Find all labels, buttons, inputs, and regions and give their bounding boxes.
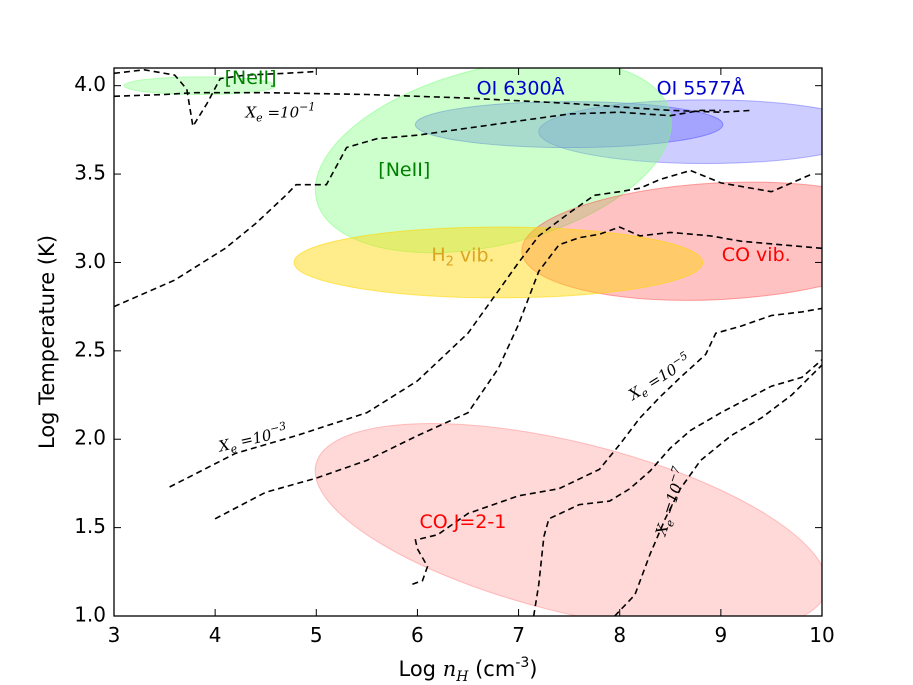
region-label-neii: [NeII]	[225, 67, 277, 89]
ticks-layer: 3 4 5 6 7 8 9 10 1.0 1.5 2.0 2.5 3.0 3.5 4.0	[74, 68, 835, 647]
x-tick-label: 6	[411, 623, 424, 647]
region-label-h2-vib: H2 vib.	[431, 244, 494, 269]
x-tick-label: 4	[209, 623, 222, 647]
contour-middle-contour	[214, 226, 822, 520]
y-tick-label: 2.0	[74, 426, 106, 450]
contour-xe-10-1	[114, 91, 752, 114]
region-label-co-vib: CO vib.	[722, 244, 791, 266]
x-axis-title: Log nH (cm-3)	[399, 655, 538, 685]
contour-ionization-front	[114, 109, 721, 308]
region-oi-6300	[414, 101, 724, 149]
region-label-co-j-2-1: CO J=2-1	[420, 511, 507, 533]
y-tick-label: 3.0	[74, 249, 106, 273]
y-axis-title: Log Temperature (K)	[35, 235, 59, 449]
x-tick-label: 9	[714, 623, 727, 647]
contour-xe-10-1-upper	[114, 68, 317, 129]
region-label-oi-5577: OI 5577Å	[657, 77, 745, 100]
region-co-j-2-1	[314, 423, 822, 616]
x-tick-label: 7	[512, 623, 525, 647]
plot-frame	[113, 67, 823, 617]
x-tick-label: 10	[809, 623, 834, 647]
contour-xe-10-7	[532, 359, 822, 616]
region-neii	[123, 76, 277, 96]
contour-xe-10-5	[412, 307, 822, 585]
contours-layer	[114, 68, 822, 616]
region-h2-vib	[293, 226, 704, 299]
region-label-neii-2: [NeII]	[378, 159, 430, 181]
x-tick-label: 3	[108, 623, 121, 647]
region-labels-layer: [NeII] OI 6300Å OI 5577Å [NeII] CO vib. H2 vi…	[225, 67, 791, 533]
region-label-oi-6300: OI 6300Å	[477, 77, 565, 100]
region-co-vib	[521, 181, 822, 301]
contour-lower-right-contour	[614, 364, 822, 616]
contour-xe-10-3	[169, 169, 813, 488]
x-tick-label: 5	[310, 623, 323, 647]
y-tick-label: 2.5	[74, 337, 106, 361]
y-tick-label: 4.0	[74, 72, 106, 96]
plot-background	[114, 68, 822, 616]
y-tick-label: 1.0	[74, 603, 106, 627]
region-oi-5577	[538, 99, 822, 164]
axis-titles-layer: Log nH (cm-3) Log Temperature (K)	[35, 235, 537, 685]
y-tick-label: 1.5	[74, 514, 106, 538]
y-tick-label: 3.5	[74, 161, 106, 185]
x-tick-label: 8	[613, 623, 626, 647]
